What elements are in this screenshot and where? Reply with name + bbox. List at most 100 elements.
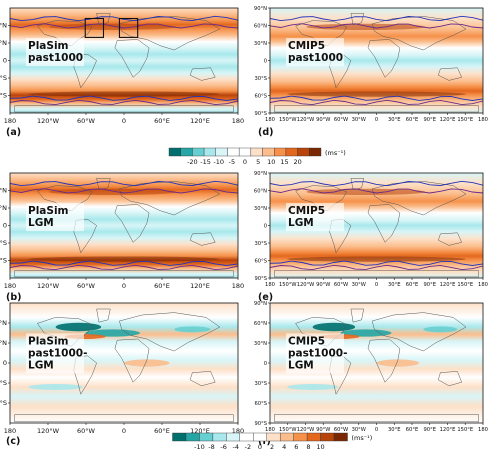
y-tick-label: 60°N <box>0 187 7 195</box>
y-tick-label: 30°S <box>0 239 7 247</box>
colorbar-bin <box>250 147 263 157</box>
y-tick-label: 0 <box>3 359 7 367</box>
colorbar-tick-label: 8 <box>306 443 310 451</box>
panel-title-line: CMIP5 <box>288 335 325 347</box>
y-tick-label: 30°N <box>254 341 267 347</box>
colorbar-unit: (ms⁻¹) <box>325 149 346 157</box>
colorbar-bin <box>168 147 181 157</box>
x-tick-label: 180 <box>232 427 244 435</box>
x-tick-label: 120°W <box>297 427 315 433</box>
coastline <box>14 270 234 278</box>
y-tick-label: 90°S <box>255 421 268 427</box>
x-tick-label: 180 <box>4 427 16 435</box>
coastline <box>73 53 97 89</box>
x-tick-label: 60°E <box>154 117 170 125</box>
coastline <box>96 308 111 323</box>
y-tick-label: 90°N <box>254 6 267 12</box>
x-tick-label: 120°E <box>190 282 210 290</box>
x-tick-label: 90°E <box>424 427 436 433</box>
y-tick-label: 30°N <box>0 39 7 47</box>
colorbar-bin <box>199 432 214 442</box>
panels-layer: PlaSimpast1000180120°W60°W060°E120°E1806… <box>0 6 488 447</box>
region-box-east <box>118 17 139 38</box>
colorbar-bin <box>320 432 335 442</box>
colorbar-bin <box>253 432 267 442</box>
x-tick-label: 0 <box>122 282 126 290</box>
coastline <box>329 218 352 254</box>
anomaly-patch <box>312 322 356 332</box>
colorbar-bin <box>185 432 200 442</box>
panel-label: (d) <box>258 127 273 138</box>
x-tick-label: 180 <box>478 282 488 288</box>
colorbar-bin <box>297 147 310 157</box>
y-tick-label: 60°N <box>0 319 7 327</box>
colorbar-bin <box>266 432 281 442</box>
x-tick-label: 150°E <box>457 427 473 433</box>
coastline <box>14 414 234 423</box>
x-tick-label: 120°W <box>37 282 60 290</box>
coastline <box>274 105 479 113</box>
coastline <box>350 13 365 26</box>
y-tick-label: 30°S <box>0 379 7 387</box>
colorbar-bin <box>262 147 275 157</box>
panel-label: (f) <box>258 436 271 447</box>
x-tick-label: 180 <box>4 282 16 290</box>
colorbar-tick-label: -15 <box>200 158 211 166</box>
x-tick-label: 120°W <box>297 117 315 123</box>
x-tick-label: 60°W <box>334 427 348 433</box>
x-tick-label: 60°E <box>154 282 170 290</box>
wind-contour <box>9 23 239 29</box>
colorbar-bin <box>306 432 321 442</box>
colorbar-tick-label: -4 <box>233 443 239 451</box>
colorbar-tick-label: 0 <box>258 443 262 451</box>
wind-contour <box>269 180 484 187</box>
x-tick-label: 120°E <box>190 427 210 435</box>
colorbar-bin <box>227 147 240 157</box>
panel-title-line: LGM <box>28 217 54 229</box>
colorbar-bin <box>279 432 294 442</box>
coastline <box>371 16 467 51</box>
x-tick-label: 150°W <box>279 117 297 123</box>
colorbar-tick-label: -10 <box>194 443 205 451</box>
x-tick-label: 60°W <box>77 427 96 435</box>
coastline <box>350 308 365 323</box>
coastline <box>114 338 150 383</box>
colorbar-bin <box>212 432 227 442</box>
x-tick-label: 0 <box>375 427 378 433</box>
y-tick-label: 30°S <box>255 241 268 247</box>
x-tick-label: 120°W <box>297 282 315 288</box>
coastline <box>274 270 479 278</box>
x-tick-label: 150°E <box>457 117 473 123</box>
panel-title-line: past1000 <box>288 52 343 64</box>
anomaly-patch <box>124 359 170 367</box>
panel-label: (b) <box>6 292 21 303</box>
wind-contour <box>9 260 239 266</box>
x-tick-label: 0 <box>122 117 126 125</box>
anomaly-patch <box>85 329 140 337</box>
panel-label: (c) <box>6 436 20 447</box>
x-tick-label: 120°E <box>440 117 456 123</box>
panel-title-line: LGM <box>28 359 54 371</box>
colorbar-bin <box>333 432 348 442</box>
x-tick-label: 180 <box>232 117 244 125</box>
x-tick-label: 150°E <box>457 282 473 288</box>
x-tick-label: 30°E <box>388 117 400 123</box>
wind-contour <box>9 264 239 271</box>
jet-core-south <box>28 256 220 262</box>
x-tick-label: 90°E <box>424 282 436 288</box>
coastline <box>114 204 150 243</box>
colorbar-top: -20 -15 -10 -5 0 5 10 15 20 (ms⁻¹) <box>168 147 346 166</box>
y-tick-label: 0 <box>264 59 267 65</box>
panel-title-line: past1000 <box>28 52 83 64</box>
colorbar-tick-label: -10 <box>213 158 224 166</box>
y-tick-label: 90°N <box>254 301 267 307</box>
anomaly-patch <box>423 326 458 333</box>
anomaly-patch <box>28 384 83 390</box>
wind-contour <box>269 23 484 29</box>
y-tick-label: 60°N <box>254 24 267 30</box>
colorbars-layer: -20 -15 -10 -5 0 5 10 15 20(ms⁻¹)-10 -8 -6 -4 -2 0 2 4 6… <box>168 147 372 451</box>
